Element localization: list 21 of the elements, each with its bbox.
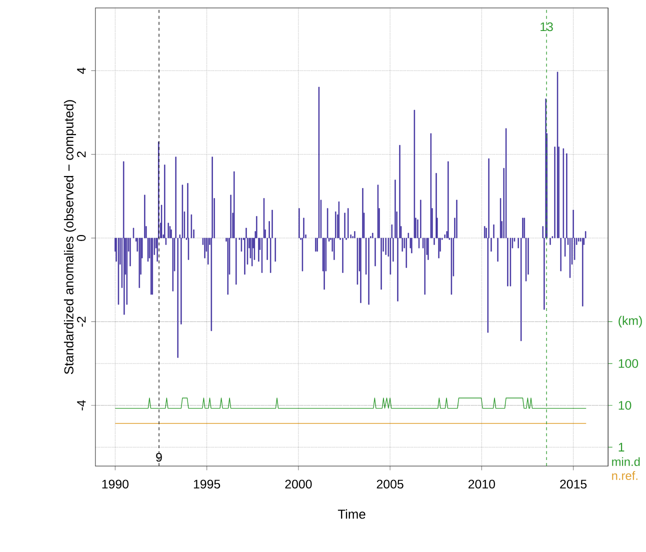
x-tick-label: 2000 bbox=[285, 480, 312, 488]
x-tick-label: 2015 bbox=[560, 480, 587, 488]
y-tick-label: 4 bbox=[77, 67, 86, 74]
y2-tick-label: 100 bbox=[618, 358, 638, 368]
y-tick-label: -2 bbox=[76, 316, 86, 326]
annotation: 9 bbox=[156, 452, 162, 462]
legend-label: min.d bbox=[612, 457, 640, 466]
y2-tick-label: 1 bbox=[618, 442, 624, 452]
x-tick-label: 2010 bbox=[468, 480, 496, 488]
y-tick-label: 0 bbox=[76, 234, 86, 241]
x-tick-label: 1990 bbox=[102, 480, 129, 488]
y-tick-label: -4 bbox=[77, 400, 86, 410]
annotation: 13 bbox=[540, 22, 553, 31]
y2-tick-label: (km) bbox=[618, 316, 642, 328]
x-axis-title: Time bbox=[338, 509, 366, 519]
y-tick-label: 2 bbox=[76, 151, 86, 157]
y-axis-title: Standardized anomalies (observed − computed) bbox=[64, 100, 76, 374]
text: n.ref. bbox=[612, 470, 638, 480]
y2-tick-label: 10 bbox=[618, 400, 632, 410]
x-tick-label: 1995 bbox=[194, 480, 220, 488]
x-tick-label: 2005 bbox=[376, 480, 404, 488]
